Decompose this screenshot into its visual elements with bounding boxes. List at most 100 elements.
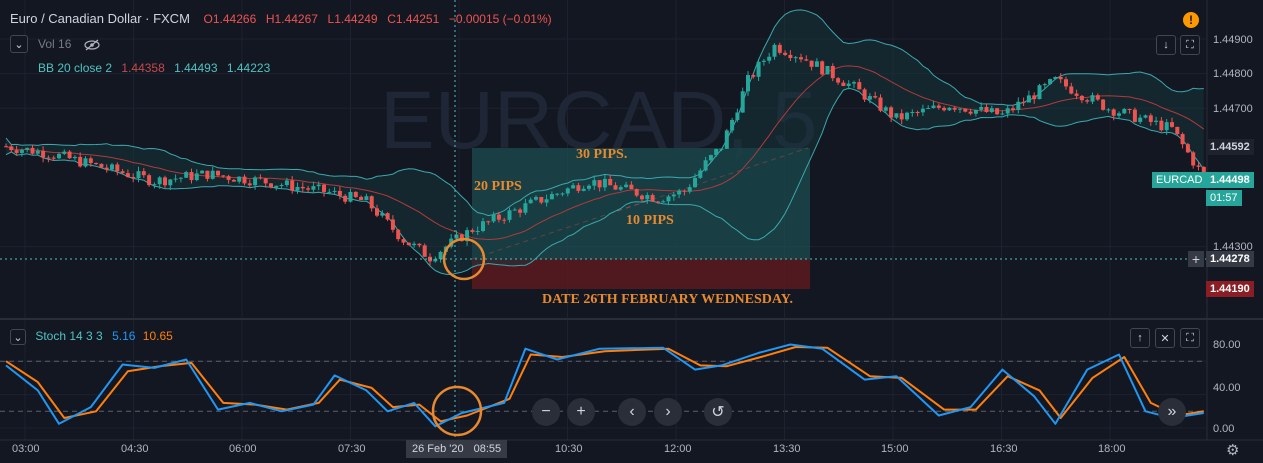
candle: [1143, 115, 1148, 118]
candle: [200, 170, 205, 174]
candle: [237, 176, 242, 182]
candle: [83, 158, 88, 167]
candle: [873, 96, 878, 98]
stoch-tick: 80.00: [1213, 339, 1241, 351]
candle: [231, 179, 236, 182]
candle: [99, 163, 104, 168]
candle: [613, 185, 618, 190]
bb-label: BB 20 close 2: [38, 61, 113, 75]
candle: [1032, 95, 1037, 100]
gear-icon[interactable]: ⚙: [1226, 442, 1240, 459]
candle: [920, 108, 925, 113]
minus-icon: −: [541, 403, 551, 420]
candle: [380, 213, 385, 216]
candle: [565, 188, 570, 194]
candle: [1048, 79, 1053, 85]
candle: [830, 66, 835, 79]
candle: [915, 112, 920, 114]
candle: [761, 60, 766, 62]
candle: [804, 59, 809, 61]
candle: [1021, 101, 1026, 103]
candle: [756, 61, 761, 77]
price-tag-last: 1.44498: [1206, 172, 1254, 188]
annotation-10-pips: 10 PIPS: [626, 213, 674, 228]
candle: [1101, 99, 1106, 110]
plus-icon[interactable]: +: [1188, 251, 1204, 267]
time-tick: 10:30: [555, 443, 583, 455]
zoom-out-button[interactable]: −: [532, 398, 560, 426]
candle: [767, 56, 772, 61]
candle: [1164, 122, 1169, 131]
collapse-legend-button[interactable]: ⌄: [10, 35, 28, 53]
candle: [78, 156, 83, 167]
candle: [984, 106, 989, 112]
candle: [751, 75, 756, 77]
zoom-in-button[interactable]: +: [567, 398, 595, 426]
candle: [491, 214, 496, 222]
stoch-d-line: [5, 346, 1204, 423]
bb-upper-value: 1.44493: [174, 61, 218, 75]
close-pane-button[interactable]: ✕: [1155, 328, 1175, 348]
symbol-tag: EURCAD: [1152, 172, 1207, 188]
candle: [655, 201, 660, 203]
stoch-label: Stoch 14 3 3: [35, 329, 103, 344]
candle: [311, 186, 316, 190]
time-tick: 15:00: [881, 443, 909, 455]
candle: [327, 191, 332, 193]
candle: [35, 150, 40, 154]
candle: [608, 178, 613, 186]
price-tag-upper: 1.44592: [1206, 139, 1254, 155]
ohlc-close: C1.44251: [387, 12, 440, 26]
candle: [454, 234, 459, 239]
candle: [332, 190, 337, 192]
stoch-k-line: [5, 343, 1204, 428]
candle: [862, 89, 867, 100]
candle: [178, 177, 183, 179]
candle: [534, 197, 538, 200]
candle: [1085, 100, 1090, 102]
reset-chart-button[interactable]: ↺: [704, 398, 732, 426]
candle: [481, 221, 485, 232]
candle: [401, 239, 406, 243]
ohlc-high: H1.44267: [265, 12, 318, 26]
maximize-pane-button[interactable]: ⛶: [1180, 328, 1200, 348]
candle: [693, 177, 697, 188]
candle: [422, 245, 427, 257]
candle: [878, 97, 883, 111]
scroll-right-button[interactable]: ›: [654, 398, 682, 426]
candle: [152, 184, 157, 186]
maximize-pane-button[interactable]: ⛶: [1180, 35, 1200, 55]
candle: [290, 180, 295, 191]
candle: [253, 177, 258, 186]
scroll-to-realtime-button[interactable]: »: [1158, 398, 1186, 426]
volume-legend[interactable]: Vol 16: [38, 37, 101, 51]
time-tick: 03:00: [12, 443, 40, 455]
lower-band: [5, 87, 1205, 276]
candle: [1095, 95, 1100, 100]
stoch-legend[interactable]: ⌄ Stoch 14 3 3 5.16 10.65: [10, 329, 173, 345]
crosshair-time: 08:55: [473, 443, 502, 455]
price-tick: 1.44900: [1213, 34, 1253, 46]
candle: [173, 178, 178, 180]
candle: [359, 196, 364, 200]
chevron-left-icon: ‹: [629, 403, 635, 420]
scroll-left-button[interactable]: ‹: [618, 398, 646, 426]
exclamation-icon[interactable]: !: [1183, 12, 1199, 28]
bb-legend[interactable]: BB 20 close 2 1.44358 1.44493 1.44223: [38, 61, 270, 75]
candles: [4, 42, 1206, 266]
candle: [544, 199, 549, 203]
time-tick: 18:00: [1098, 443, 1126, 455]
eye-slash-icon[interactable]: [83, 39, 101, 51]
chevron-down-icon[interactable]: ⌄: [10, 329, 26, 345]
candle: [125, 173, 130, 178]
candle: [963, 108, 968, 112]
arrow-down-icon: ↓: [1163, 39, 1169, 51]
candle: [1154, 120, 1159, 122]
candle: [703, 160, 708, 171]
candle: [247, 183, 252, 186]
candle: [528, 199, 533, 204]
move-pane-up-button[interactable]: ↑: [1130, 328, 1150, 348]
scroll-down-button[interactable]: ↓: [1156, 35, 1176, 55]
candle: [295, 186, 300, 191]
